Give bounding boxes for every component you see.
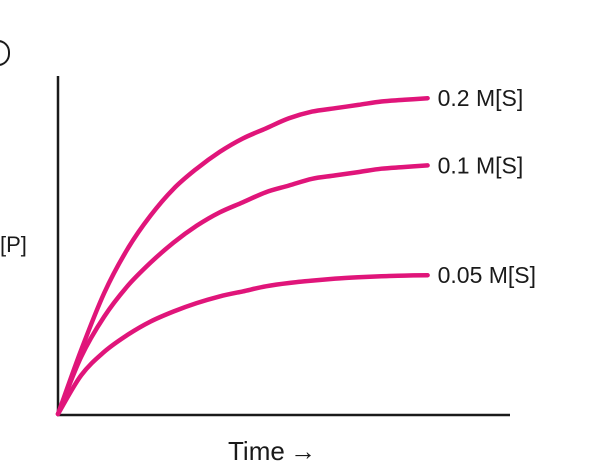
label-layer: 0.2 M[S] 0.1 M[S] 0.05 M[S] bbox=[438, 85, 536, 288]
series-label-3: 0.05 M[S] bbox=[438, 262, 536, 288]
y-axis-label: [P] bbox=[0, 232, 27, 257]
series-label-2: 0.1 M[S] bbox=[438, 152, 524, 178]
series-line-2 bbox=[55, 163, 430, 417]
series-line-3 bbox=[55, 272, 430, 417]
x-axis-arrow: → bbox=[290, 436, 316, 466]
axes bbox=[56, 76, 510, 417]
series-layer bbox=[55, 95, 430, 417]
x-axis-label: Time bbox=[228, 436, 285, 466]
series-label-1: 0.2 M[S] bbox=[438, 85, 524, 111]
series-line-1 bbox=[55, 95, 430, 417]
